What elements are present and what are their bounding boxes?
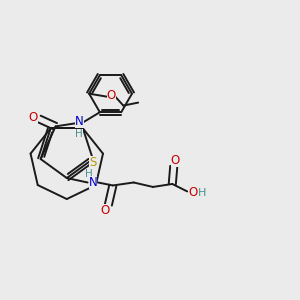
Text: S: S [89,155,97,169]
Text: O: O [28,111,38,124]
Text: N: N [75,116,84,128]
Text: H: H [76,129,83,139]
Text: O: O [101,204,110,217]
Text: H: H [198,188,206,198]
Text: O: O [171,154,180,167]
Text: O: O [107,89,116,102]
Text: H: H [85,169,93,178]
Text: N: N [88,176,97,189]
Text: O: O [188,186,197,200]
